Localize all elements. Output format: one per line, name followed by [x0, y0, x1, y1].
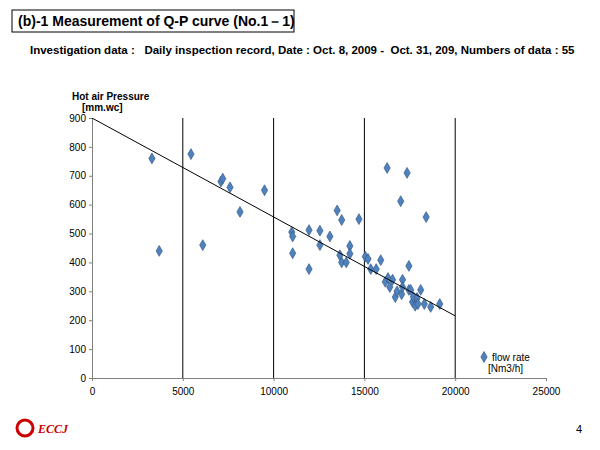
- point: [356, 214, 362, 225]
- legend-label: flow rate[Nm3/h]: [488, 352, 530, 374]
- page-number: 4: [576, 423, 582, 435]
- point: [339, 215, 345, 226]
- y-tick-mark: [89, 205, 92, 206]
- subtitle: Investigation data : Daily inspection re…: [30, 44, 575, 56]
- point: [149, 153, 155, 164]
- y-tick: 600: [69, 199, 92, 210]
- point: [334, 205, 340, 216]
- y-tick-mark: [89, 349, 92, 350]
- x-tick-label: 15000: [351, 386, 379, 397]
- point: [327, 231, 333, 242]
- y-tick-label: 300: [69, 286, 86, 297]
- y-axis: 0 100 200 300 400 500 600 700 800 900: [69, 113, 92, 384]
- y-tick-mark: [89, 118, 92, 119]
- y-tick-label: 500: [69, 228, 86, 239]
- y-tick-label: 200: [69, 315, 86, 326]
- point: [220, 173, 226, 184]
- x-tick: 10000: [260, 378, 288, 397]
- y-tick: 700: [69, 170, 92, 181]
- legend: flow rate[Nm3/h]: [481, 352, 530, 374]
- grid-line: [455, 118, 456, 378]
- point: [306, 264, 312, 275]
- y-tick-mark: [89, 262, 92, 263]
- point: [227, 182, 233, 193]
- point: [365, 254, 371, 265]
- y-axis-title: Hot air Pressure[mm.wc]: [72, 91, 150, 113]
- grid: [183, 118, 455, 378]
- x-tick: 20000: [442, 378, 470, 397]
- x-tick-mark: [546, 378, 547, 381]
- point: [290, 231, 296, 242]
- y-tick: 200: [69, 315, 92, 326]
- y-tick: 500: [69, 228, 92, 239]
- x-tick: 5000: [172, 378, 195, 397]
- x-tick-label: 20000: [442, 386, 470, 397]
- point: [398, 196, 404, 207]
- x-tick-label: 0: [90, 386, 96, 397]
- y-tick-mark: [89, 147, 92, 148]
- y-tick-mark: [89, 291, 92, 292]
- title: (b)-1 Measurement of Q-P curve (No.1－1): [18, 13, 295, 29]
- marks: [92, 118, 455, 316]
- point: [343, 257, 349, 268]
- point: [378, 255, 384, 266]
- y-tick-label: 400: [69, 257, 86, 268]
- point: [306, 225, 312, 236]
- y-axis-line: [89, 119, 93, 379]
- point: [317, 225, 323, 236]
- y-tick: 0: [80, 373, 92, 384]
- y-tick-label: 900: [69, 113, 86, 124]
- x-tick: 25000: [533, 378, 561, 397]
- y-tick: 300: [69, 286, 92, 297]
- plot: 0 5000 10000 15000 20000 25000 0 100 200 300 400 50…: [69, 113, 561, 397]
- y-tick-label: 800: [69, 142, 86, 153]
- y-tick-label: 600: [69, 199, 86, 210]
- y-tick: 800: [69, 142, 92, 153]
- y-tick-mark: [89, 378, 92, 379]
- point: [406, 260, 412, 271]
- y-tick-mark: [89, 234, 92, 235]
- y-tick: 900: [69, 113, 92, 124]
- point: [261, 185, 267, 196]
- y-tick-mark: [89, 176, 92, 177]
- point: [428, 302, 434, 313]
- x-axis: 0 5000 10000 15000 20000 25000: [90, 378, 561, 397]
- point: [156, 245, 162, 256]
- point: [404, 167, 410, 178]
- y-tick: 400: [69, 257, 92, 268]
- y-tick: 100: [69, 344, 92, 355]
- point: [418, 284, 424, 295]
- x-tick-label: 5000: [172, 386, 195, 397]
- x-tick: 15000: [351, 378, 379, 397]
- slide: (b)-1 Measurement of Q-P curve (No.1－1) I…: [0, 0, 600, 450]
- y-tick-label: 0: [80, 373, 86, 384]
- grid-line: [273, 118, 274, 378]
- point: [237, 206, 243, 217]
- x-tick-mark: [183, 378, 184, 381]
- x-tick-mark: [455, 378, 456, 381]
- y-tick-label: 700: [69, 170, 86, 181]
- logo-icon: [17, 420, 33, 436]
- point: [389, 274, 395, 285]
- x-tick-mark: [364, 378, 365, 381]
- grid-line: [182, 118, 183, 378]
- x-axis-line: [93, 379, 547, 382]
- point: [200, 240, 206, 251]
- title-box: [12, 10, 294, 32]
- trend-line: [92, 118, 455, 316]
- x-tick-label: 25000: [533, 386, 561, 397]
- logo-text: ECCJ: [37, 422, 69, 436]
- point: [415, 299, 421, 310]
- legend-marker: [481, 352, 487, 363]
- x-tick-mark: [274, 378, 275, 381]
- y-tick-label: 100: [69, 344, 86, 355]
- point: [188, 149, 194, 160]
- x-tick: 0: [90, 378, 96, 397]
- x-tick-label: 10000: [260, 386, 288, 397]
- grid-line: [364, 118, 365, 378]
- point: [290, 248, 296, 259]
- y-tick-mark: [89, 320, 92, 321]
- point: [423, 212, 429, 223]
- point: [384, 163, 390, 174]
